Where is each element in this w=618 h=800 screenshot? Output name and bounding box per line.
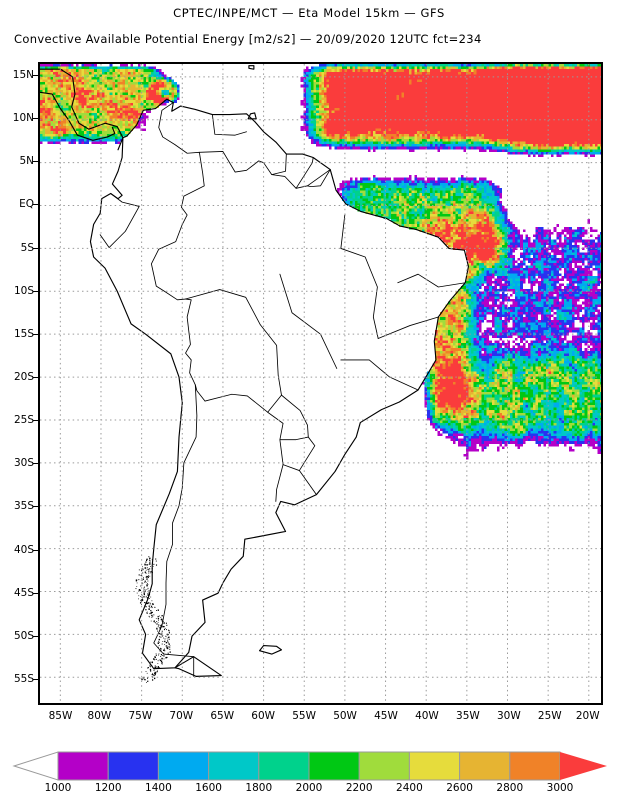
latitude-tick-mark bbox=[33, 635, 38, 637]
colorbar-tick-label: 2800 bbox=[496, 782, 524, 794]
longitude-tick-label: 75W bbox=[128, 710, 153, 722]
longitude-tick-label: 70W bbox=[169, 710, 194, 722]
longitude-tick-label: 45W bbox=[374, 710, 398, 722]
latitude-tick-mark bbox=[33, 592, 38, 594]
page-title: CPTEC/INPE/MCT — Eta Model 15km — GFS bbox=[173, 6, 445, 20]
latitude-tick-label: 25S bbox=[13, 414, 34, 427]
longitude-tick-label: 65W bbox=[210, 710, 235, 722]
longitude-tick-label: 55W bbox=[292, 710, 316, 722]
longitude-tick-label: 20W bbox=[575, 710, 600, 722]
latitude-tick-mark bbox=[33, 161, 38, 163]
latitude-tick-label: 5S bbox=[20, 241, 34, 254]
longitude-tick-label: 35W bbox=[456, 710, 480, 722]
colorbar-tick-label: 1600 bbox=[195, 782, 222, 794]
colorbar-tick-label: 1200 bbox=[94, 782, 122, 794]
latitude-tick-label: 35S bbox=[13, 500, 34, 513]
latitude-tick-mark bbox=[33, 74, 38, 76]
colorbar-tick-label: 1800 bbox=[245, 782, 273, 794]
latitude-tick-label: 30S bbox=[13, 457, 34, 470]
latitude-tick-label: 40S bbox=[13, 543, 34, 556]
latitude-tick-mark bbox=[33, 463, 38, 465]
colorbar-tick-label: 2600 bbox=[446, 782, 473, 794]
longitude-tick-label: 60W bbox=[251, 710, 276, 722]
colorbar-tick-label: 3000 bbox=[546, 782, 574, 794]
colorbar-tick-label: 2000 bbox=[295, 782, 323, 794]
longitude-tick-label: 50W bbox=[333, 710, 357, 722]
latitude-tick-label: 10S bbox=[13, 284, 34, 297]
latitude-tick-label: 10N bbox=[12, 112, 34, 125]
latitude-tick-mark bbox=[33, 247, 38, 249]
latitude-tick-label: 5N bbox=[19, 155, 34, 168]
colorbar-swatches bbox=[12, 751, 607, 781]
latitude-tick-label: 20S bbox=[13, 371, 34, 384]
colorbar-tick-label: 1000 bbox=[44, 782, 72, 794]
longitude-tick-label: 30W bbox=[496, 710, 521, 722]
colorbar-tick-label: 2400 bbox=[396, 782, 423, 794]
latitude-tick-mark bbox=[33, 118, 38, 120]
longitude-tick-label: 80W bbox=[87, 710, 112, 722]
latitude-tick-mark bbox=[33, 420, 38, 422]
latitude-tick-label: 15N bbox=[12, 68, 34, 81]
latitude-tick-label: 45S bbox=[13, 586, 34, 599]
latitude-tick-label: 15S bbox=[13, 327, 34, 340]
longitude-tick-label: 25W bbox=[537, 710, 562, 722]
page-subtitle: Convective Available Potential Energy [m… bbox=[14, 32, 482, 46]
colorbar-tick-label: 1400 bbox=[145, 782, 172, 794]
longitude-tick-label: 40W bbox=[415, 710, 439, 722]
latitude-tick-mark bbox=[33, 679, 38, 681]
plot-frame bbox=[38, 62, 603, 705]
cape-field-layer bbox=[40, 64, 601, 460]
latitude-tick-mark bbox=[33, 290, 38, 292]
latitude-tick-label: EQ bbox=[19, 198, 34, 211]
latitude-tick-mark bbox=[33, 506, 38, 508]
latitude-tick-label: 50S bbox=[13, 629, 34, 642]
colorbar-tick-label: 2200 bbox=[345, 782, 373, 794]
longitude-tick-label: 85W bbox=[48, 710, 73, 722]
latitude-tick-mark bbox=[33, 549, 38, 551]
latitude-tick-label: 55S bbox=[13, 673, 34, 686]
latitude-tick-mark bbox=[33, 333, 38, 335]
latitude-tick-mark bbox=[33, 204, 38, 206]
map-plot-area bbox=[38, 62, 603, 705]
latitude-tick-mark bbox=[33, 377, 38, 379]
graticule-layer bbox=[40, 64, 601, 703]
colorbar: 1000 1200 1400 1600 1800 2000 2200 2400 2600 2800… bbox=[0, 746, 618, 800]
